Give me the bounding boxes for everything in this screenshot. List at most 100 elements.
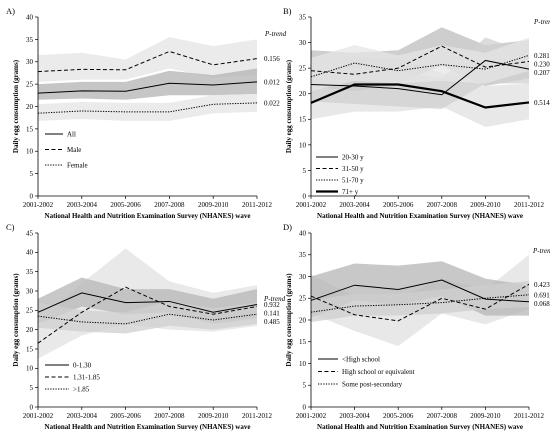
- y-tick-label: 5: [303, 382, 307, 390]
- x-axis-title: National Health and Nutrition Examinatio…: [45, 212, 251, 220]
- series-line-2: [37, 102, 258, 114]
- x-tick-label: 2009-2010: [198, 412, 229, 420]
- x-tick-label: 2011-2012: [514, 201, 545, 209]
- y-tick-label: 5: [303, 167, 307, 175]
- ci-band-1: [38, 37, 257, 82]
- series-line-2: [310, 294, 530, 313]
- x-tick-label: 2011-2012: [242, 201, 273, 209]
- x-tick-label: 2009-2010: [198, 201, 229, 209]
- p-trend-value: 0.281: [534, 52, 550, 60]
- x-tick-label: 2005-2006: [383, 412, 414, 420]
- x-tick-label: 2009-2010: [470, 412, 501, 420]
- x-axis-title: National Health and Nutrition Examinatio…: [45, 423, 251, 431]
- p-trend-value: 0.068: [534, 300, 550, 308]
- p-trend-value: 0.012: [264, 78, 280, 86]
- ci-band-2: [38, 93, 257, 121]
- legend-label: 0-1.30: [73, 362, 92, 370]
- series-line-0: [310, 279, 530, 303]
- p-trend-value: 0.932: [264, 301, 280, 309]
- y-tick-label: 10: [26, 148, 34, 156]
- p-trend-value: 0.230: [534, 60, 550, 68]
- chart-panel-c: C) 0 5 10 15 20 25 30 35 40 45 2001-2002 2003-2004 20…: [6, 222, 286, 431]
- y-tick-label: 10: [299, 360, 307, 368]
- y-tick-label: 15: [299, 338, 307, 346]
- panel-label: A): [6, 6, 15, 16]
- y-tick-label: 40: [299, 229, 307, 237]
- y-tick-label: 0: [303, 192, 307, 200]
- legend-label: Female: [67, 162, 88, 170]
- x-tick-label: 2007-2008: [154, 412, 185, 420]
- y-tick-label: 30: [26, 287, 34, 295]
- legend-label: 1.31-1.85: [73, 374, 100, 382]
- panel-label: C): [6, 222, 15, 232]
- series-line-0: [37, 292, 258, 313]
- p-trend-header: P-trend: [533, 18, 550, 26]
- series-line-2: [310, 54, 530, 78]
- legend-label: >1.85: [73, 386, 90, 394]
- x-axis-title: National Health and Nutrition Examinatio…: [317, 423, 523, 431]
- x-tick-label: 2001-2002: [23, 412, 54, 420]
- p-trend-value: 0.423: [534, 281, 550, 289]
- legend-label: 51-70 y: [342, 177, 364, 185]
- x-tick-label: 2007-2008: [154, 201, 185, 209]
- y-tick-label: 40: [26, 13, 34, 21]
- x-tick-label: 2001-2002: [296, 201, 327, 209]
- y-tick-label: 15: [299, 116, 307, 124]
- x-axis-title: National Health and Nutrition Examinatio…: [317, 212, 523, 220]
- p-trend-header: P-trend: [264, 30, 287, 38]
- chart-panel-a: A) 0 5 10 15 20 25 30 35 40 2001-2002 2003-2004 2005…: [6, 6, 287, 220]
- y-tick-label: 30: [299, 273, 307, 281]
- y-tick-label: 15: [26, 125, 34, 133]
- y-tick-label: 0: [30, 403, 34, 411]
- legend-label: Some post-secondary: [342, 381, 403, 389]
- p-trend-value: 0.141: [264, 310, 280, 318]
- x-tick-label: 2005-2006: [110, 412, 141, 420]
- series-line-3: [310, 83, 530, 109]
- y-tick-label: 20: [26, 103, 34, 111]
- x-tick-label: 2003-2004: [67, 201, 98, 209]
- legend-label: 31-50 y: [342, 165, 364, 173]
- x-tick-label: 2007-2008: [427, 412, 458, 420]
- series-line-1: [310, 283, 530, 322]
- ci-band-2: [311, 37, 529, 92]
- p-trend-value: 0.156: [264, 55, 280, 63]
- chart-panel-b: B) 0 5 10 15 20 25 30 35 2001-2002 2003-2004 2005-2…: [283, 6, 550, 220]
- y-tick-label: 25: [299, 295, 307, 303]
- legend-label: 71+ y: [342, 188, 359, 196]
- y-tick-label: 0: [30, 192, 34, 200]
- y-tick-label: 35: [26, 36, 34, 44]
- x-tick-label: 2005-2006: [110, 201, 141, 209]
- y-tick-label: 20: [299, 90, 307, 98]
- y-axis-title: Daily egg consumption (grams): [12, 59, 20, 153]
- ci-band-2: [38, 300, 257, 334]
- y-tick-label: 25: [26, 307, 34, 315]
- y-tick-label: 25: [299, 65, 307, 73]
- series-line-1: [37, 50, 258, 73]
- x-tick-label: 2011-2012: [242, 412, 273, 420]
- y-axis-title: Daily egg consumption (grams): [285, 59, 293, 153]
- y-tick-label: 0: [303, 403, 307, 411]
- y-tick-label: 40: [26, 249, 34, 257]
- series-line-1: [310, 45, 530, 75]
- x-tick-label: 2005-2006: [383, 201, 414, 209]
- x-tick-label: 2001-2002: [296, 412, 327, 420]
- y-tick-label: 25: [26, 81, 34, 89]
- x-tick-label: 2009-2010: [470, 201, 501, 209]
- p-trend-header: P-trend: [263, 295, 286, 303]
- y-tick-label: 15: [26, 345, 34, 353]
- legend-label: 20-30 y: [342, 154, 364, 162]
- y-tick-label: 10: [299, 141, 307, 149]
- p-trend-value: 0.022: [264, 99, 280, 107]
- p-trend-value: 0.514: [534, 99, 550, 107]
- y-axis-title: Daily egg consumption (grams): [12, 273, 20, 367]
- y-tick-label: 5: [30, 384, 34, 392]
- y-tick-label: 10: [26, 365, 34, 373]
- p-trend-value: 0.691: [534, 291, 550, 299]
- y-tick-label: 30: [299, 39, 307, 47]
- y-tick-label: 35: [26, 268, 34, 276]
- x-tick-label: 2001-2002: [23, 201, 54, 209]
- series-line-0: [37, 81, 258, 94]
- p-trend-value: 0.207: [534, 69, 550, 77]
- legend-label: <High school: [342, 356, 380, 364]
